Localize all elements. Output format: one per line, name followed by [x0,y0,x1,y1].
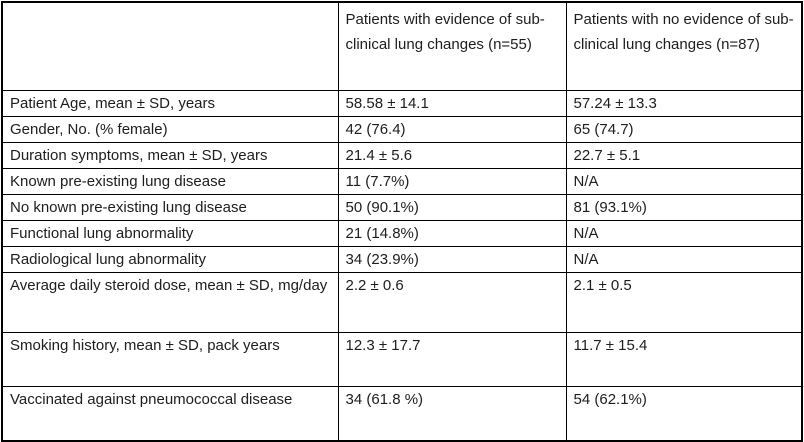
evidence-value: 11 (7.7%) [337,168,567,195]
evidence-value: 21 (14.8%) [337,220,567,247]
row-label: Gender, No. (% female) [1,116,339,143]
table-row-pneumococcal-vaccination: Vaccinated against pneumococcal disease … [1,386,803,442]
row-label: Vaccinated against pneumococcal disease [1,386,339,442]
table-row-no-known-lung-disease: No known pre-existing lung disease 50 (9… [1,194,803,221]
table-row-duration-symptoms: Duration symptoms, mean ± SD, years 21.4… [1,142,803,169]
row-label: Functional lung abnormality [1,220,339,247]
no-evidence-value: N/A [565,168,803,195]
no-evidence-value: 2.1 ± 0.5 [565,272,803,333]
table-header-row: Patients with evidence of sub-clinical l… [1,1,803,91]
table-row-patient-age: Patient Age, mean ± SD, years 58.58 ± 14… [1,90,803,117]
no-evidence-value: 57.24 ± 13.3 [565,90,803,117]
evidence-value: 42 (76.4) [337,116,567,143]
row-label: Average daily steroid dose, mean ± SD, m… [1,272,339,333]
row-label: No known pre-existing lung disease [1,194,339,221]
evidence-value: 21.4 ± 5.6 [337,142,567,169]
row-label: Smoking history, mean ± SD, pack years [1,332,339,387]
header-evidence-column: Patients with evidence of sub-clinical l… [337,1,567,91]
evidence-value: 2.2 ± 0.6 [337,272,567,333]
no-evidence-value: 65 (74.7) [565,116,803,143]
no-evidence-value: N/A [565,220,803,247]
no-evidence-value: N/A [565,246,803,273]
no-evidence-value: 22.7 ± 5.1 [565,142,803,169]
table-row-steroid-dose: Average daily steroid dose, mean ± SD, m… [1,272,803,333]
table-row-radiological-abnormality: Radiological lung abnormality 34 (23.9%)… [1,246,803,273]
row-label: Patient Age, mean ± SD, years [1,90,339,117]
no-evidence-value: 81 (93.1%) [565,194,803,221]
row-label: Duration symptoms, mean ± SD, years [1,142,339,169]
table-row-smoking-history: Smoking history, mean ± SD, pack years 1… [1,332,803,387]
row-label: Known pre-existing lung disease [1,168,339,195]
row-label: Radiological lung abnormality [1,246,339,273]
header-no-evidence-column: Patients with no evidence of sub-clinica… [565,1,803,91]
header-empty-cell [1,1,339,91]
table-row-gender: Gender, No. (% female) 42 (76.4) 65 (74.… [1,116,803,143]
table-row-known-lung-disease: Known pre-existing lung disease 11 (7.7%… [1,168,803,195]
evidence-value: 12.3 ± 17.7 [337,332,567,387]
table-row-functional-abnormality: Functional lung abnormality 21 (14.8%) N… [1,220,803,247]
no-evidence-value: 11.7 ± 15.4 [565,332,803,387]
evidence-value: 58.58 ± 14.1 [337,90,567,117]
evidence-value: 50 (90.1%) [337,194,567,221]
evidence-value: 34 (23.9%) [337,246,567,273]
evidence-value: 34 (61.8 %) [337,386,567,442]
